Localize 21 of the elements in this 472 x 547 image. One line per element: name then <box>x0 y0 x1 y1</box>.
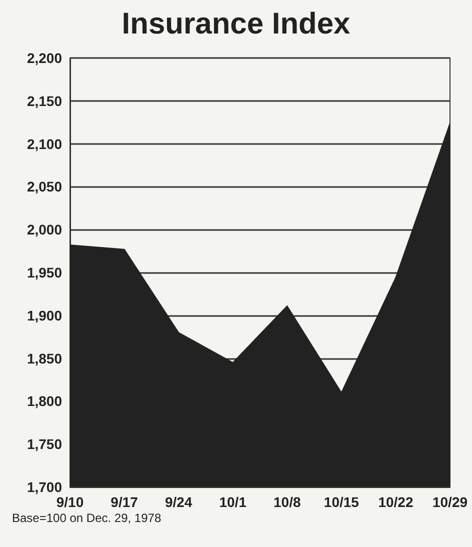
y-tick-label: 1,850 <box>26 350 62 366</box>
chart-title: Insurance Index <box>122 8 351 40</box>
x-tick-label: 9/17 <box>110 494 138 510</box>
y-tick-label: 1,900 <box>26 307 62 324</box>
y-tick-label: 2,050 <box>26 178 62 195</box>
x-tick-label: 10/15 <box>324 494 360 510</box>
y-tick-label: 1,950 <box>26 264 62 280</box>
x-tick-label: 10/8 <box>274 494 301 510</box>
y-tick-label: 2,150 <box>26 92 62 109</box>
y-tick-label: 1,750 <box>26 436 62 452</box>
x-tick-label: 9/24 <box>164 494 192 510</box>
x-tick-label: 10/22 <box>378 494 414 510</box>
y-tick-label: 1,800 <box>26 393 62 410</box>
x-tick-label: 10/1 <box>219 494 247 510</box>
x-tick-label: 9/10 <box>56 494 84 510</box>
y-tick-label: 2,200 <box>26 50 62 66</box>
y-tick-label: 2,100 <box>26 136 62 152</box>
x-tick-label: 10/29 <box>432 494 468 510</box>
text: Base=100 on Dec. 29, 1978 <box>12 511 162 525</box>
y-tick-label: 1,700 <box>26 479 62 495</box>
y-tick-label: 2,000 <box>26 222 62 238</box>
